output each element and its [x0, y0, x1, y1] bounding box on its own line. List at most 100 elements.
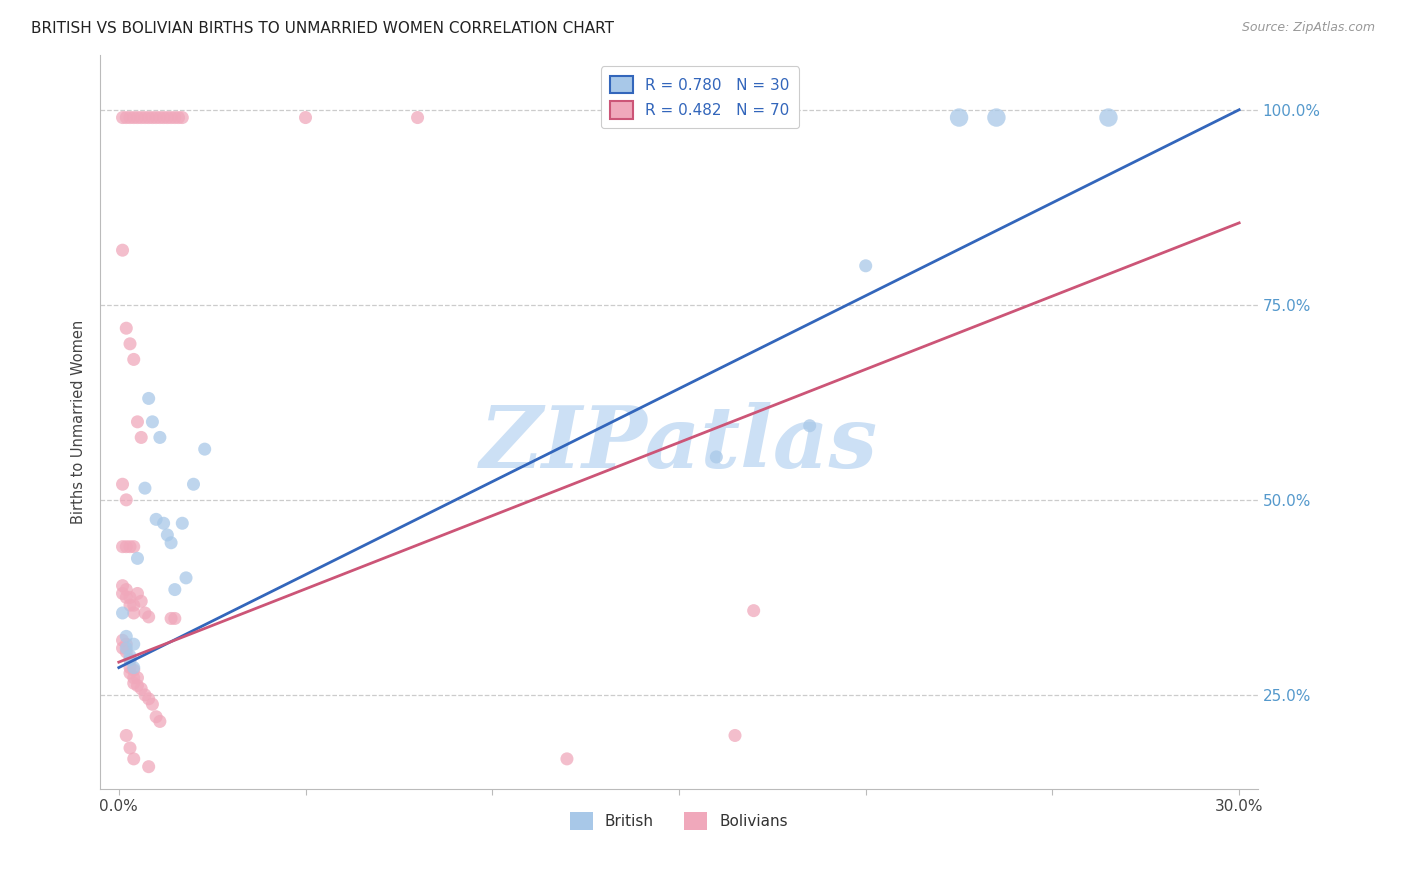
Point	[138, 610, 160, 624]
Point	[122, 352, 145, 367]
Text: ZIPatlas: ZIPatlas	[479, 402, 877, 485]
Point	[118, 653, 141, 667]
Point	[129, 594, 152, 608]
Point	[855, 259, 877, 273]
Point	[174, 571, 197, 585]
Point	[156, 528, 179, 542]
Point	[138, 760, 160, 774]
Point	[122, 540, 145, 554]
Point	[111, 641, 134, 656]
Legend: British, Bolivians: British, Bolivians	[564, 806, 794, 836]
Point	[555, 752, 578, 766]
Point	[948, 111, 970, 125]
Point	[172, 516, 194, 531]
Point	[122, 111, 145, 125]
Point	[122, 660, 145, 674]
Point	[194, 442, 217, 457]
Point	[118, 591, 141, 605]
Y-axis label: Births to Unmarried Women: Births to Unmarried Women	[72, 319, 86, 524]
Point	[111, 111, 134, 125]
Point	[704, 450, 727, 464]
Point	[122, 663, 145, 677]
Point	[141, 415, 163, 429]
Point	[115, 540, 138, 554]
Point	[160, 535, 183, 549]
Point	[115, 629, 138, 643]
Point	[742, 604, 765, 618]
Point	[986, 111, 1008, 125]
Point	[122, 606, 145, 620]
Point	[111, 243, 134, 257]
Point	[111, 579, 134, 593]
Point	[111, 540, 134, 554]
Point	[127, 551, 149, 566]
Point	[160, 111, 183, 125]
Point	[134, 606, 156, 620]
Point	[122, 598, 145, 612]
Point	[118, 653, 141, 667]
Point	[134, 688, 156, 702]
Point	[115, 729, 138, 743]
Point	[122, 752, 145, 766]
Point	[122, 637, 145, 651]
Point	[163, 111, 186, 125]
Point	[115, 582, 138, 597]
Point	[115, 321, 138, 335]
Point	[127, 671, 149, 685]
Point	[167, 111, 190, 125]
Point	[172, 111, 194, 125]
Point	[149, 111, 172, 125]
Point	[138, 111, 160, 125]
Point	[118, 598, 141, 612]
Point	[129, 681, 152, 696]
Point	[141, 111, 163, 125]
Point	[111, 586, 134, 600]
Text: Source: ZipAtlas.com: Source: ZipAtlas.com	[1241, 21, 1375, 34]
Point	[127, 586, 149, 600]
Point	[1097, 111, 1119, 125]
Point	[111, 633, 134, 648]
Point	[115, 591, 138, 605]
Point	[118, 660, 141, 674]
Point	[799, 418, 821, 433]
Point	[183, 477, 205, 491]
Point	[115, 637, 138, 651]
Point	[163, 611, 186, 625]
Point	[129, 430, 152, 444]
Point	[134, 111, 156, 125]
Point	[138, 392, 160, 406]
Point	[115, 111, 138, 125]
Point	[115, 641, 138, 656]
Point	[145, 710, 167, 724]
Point	[152, 516, 174, 531]
Point	[118, 648, 141, 663]
Point	[129, 111, 152, 125]
Point	[115, 492, 138, 507]
Point	[163, 582, 186, 597]
Point	[294, 111, 316, 125]
Point	[118, 540, 141, 554]
Point	[127, 415, 149, 429]
Point	[156, 111, 179, 125]
Point	[141, 698, 163, 712]
Point	[724, 729, 747, 743]
Point	[127, 679, 149, 693]
Point	[145, 111, 167, 125]
Point	[122, 676, 145, 690]
Point	[138, 691, 160, 706]
Point	[122, 671, 145, 685]
Point	[134, 481, 156, 495]
Point	[115, 645, 138, 659]
Point	[118, 666, 141, 681]
Text: BRITISH VS BOLIVIAN BIRTHS TO UNMARRIED WOMEN CORRELATION CHART: BRITISH VS BOLIVIAN BIRTHS TO UNMARRIED …	[31, 21, 614, 36]
Point	[149, 714, 172, 729]
Point	[111, 477, 134, 491]
Point	[118, 741, 141, 756]
Point	[145, 512, 167, 526]
Point	[406, 111, 429, 125]
Point	[152, 111, 174, 125]
Point	[111, 606, 134, 620]
Point	[118, 111, 141, 125]
Point	[127, 111, 149, 125]
Point	[149, 430, 172, 444]
